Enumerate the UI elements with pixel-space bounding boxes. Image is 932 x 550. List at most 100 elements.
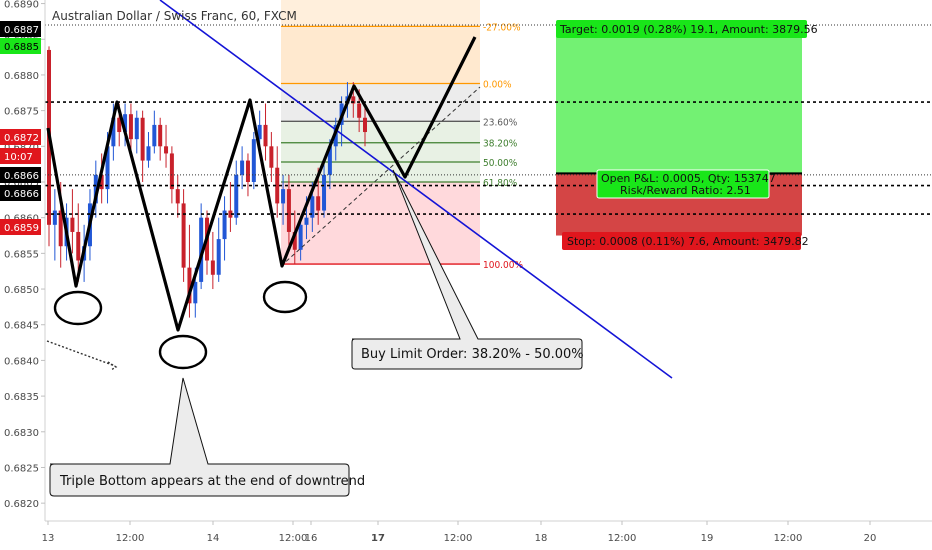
x-tick-label: 17 xyxy=(371,533,385,544)
candle-body xyxy=(117,117,122,133)
triple-bottom-pattern xyxy=(46,36,477,332)
candle-body xyxy=(105,146,110,190)
candle-body xyxy=(58,210,63,247)
candle-body xyxy=(310,196,315,218)
fib-level-label: 23.60% xyxy=(483,117,518,128)
y-tick-label: 0.6870 xyxy=(4,142,39,153)
candle-body xyxy=(228,210,233,218)
y-tick-label: 0.6850 xyxy=(4,285,39,296)
candle-body xyxy=(93,174,98,204)
rr-label-text: Risk/Reward Ratio: 2.51 xyxy=(620,184,751,197)
target-zone xyxy=(556,26,802,174)
candle-body xyxy=(70,217,75,232)
dotted-arrow xyxy=(46,340,118,371)
candle-body xyxy=(146,146,151,161)
candle-body xyxy=(181,203,186,268)
fib-level-label: 38.20% xyxy=(483,139,518,150)
price-tag-bg xyxy=(0,21,41,37)
fib-zone xyxy=(281,26,480,84)
buy-limit-callout-text: Buy Limit Order: 38.20% - 50.00% xyxy=(361,347,584,362)
price-tag-label: 0.6866 xyxy=(4,171,39,182)
price-tag-bg xyxy=(0,167,41,183)
triple-bottom-callout-text: Triple Bottom appears at the end of down… xyxy=(59,474,365,489)
fib-zone xyxy=(281,162,480,182)
y-tick-label: 0.6825 xyxy=(4,463,39,474)
fib-level-label: -27.00% xyxy=(483,22,521,33)
candle-body xyxy=(316,196,321,211)
y-tick-label: 0.6875 xyxy=(4,107,39,118)
fib-zone-top xyxy=(281,0,480,27)
y-tick-label: 0.6855 xyxy=(4,249,39,260)
x-tick-label: 13 xyxy=(42,533,55,544)
candle-body xyxy=(363,117,367,133)
price-tag-bg xyxy=(0,129,41,145)
fib-zone xyxy=(281,142,480,163)
candle-body xyxy=(140,117,145,161)
y-tick-label: 0.6865 xyxy=(4,178,39,189)
target-label-text: Target: 0.0019 (0.28%) 19.1, Amount: 387… xyxy=(559,23,818,36)
x-tick-label: 18 xyxy=(535,533,548,544)
triple-bottom-callout[interactable]: Triple Bottom appears at the end of down… xyxy=(49,377,365,497)
candle-body xyxy=(199,217,204,282)
candle-body xyxy=(322,174,327,211)
candle-body xyxy=(351,96,356,104)
chart-title: Australian Dollar / Swiss Franc, 60, FXC… xyxy=(52,9,297,23)
candle-body xyxy=(152,124,157,147)
pnl-label-text: Open P&L: 0.0005, Qty: 153747 xyxy=(601,172,776,185)
candle-body xyxy=(275,167,280,204)
y-tick-label: 0.6890 xyxy=(4,0,39,11)
candle-body xyxy=(234,174,239,218)
candle-body xyxy=(169,153,174,190)
y-tick-label: 0.6845 xyxy=(4,321,39,332)
candle-body xyxy=(99,174,104,190)
bottom-circle xyxy=(158,334,208,370)
fib-level-label: 61.80% xyxy=(483,178,518,189)
candle-body xyxy=(357,103,362,118)
bottom-circle xyxy=(262,280,308,314)
pnl-label: Open P&L: 0.0005, Qty: 153747 Risk/Rewar… xyxy=(596,169,776,199)
candle-body xyxy=(251,139,256,182)
candle-body xyxy=(175,189,180,204)
fib-level-label: 100.00% xyxy=(483,260,523,271)
stop-label: Stop: 0.0008 (0.11%) 7.6, Amount: 3479.8… xyxy=(562,232,809,250)
candle-body xyxy=(327,146,332,175)
candle-body xyxy=(158,124,163,147)
fib-level-label: 50.00% xyxy=(483,158,518,169)
candle-body xyxy=(164,146,169,154)
drawings-layer[interactable] xyxy=(45,0,932,379)
stop-label-text: Stop: 0.0008 (0.11%) 7.6, Amount: 3479.8… xyxy=(567,235,809,248)
candle-body xyxy=(123,114,128,133)
price-tag-label: 0.6885 xyxy=(4,42,39,53)
candle-body xyxy=(304,217,309,225)
candle-body xyxy=(193,281,198,304)
candle-body xyxy=(187,267,192,304)
x-tick-label: 12:00 xyxy=(279,533,308,544)
candle-body xyxy=(269,146,274,168)
price-tag-bg xyxy=(0,148,41,164)
candle-body xyxy=(222,210,227,240)
price-tag-bg xyxy=(0,185,41,201)
price-tag-label: 0.6866 xyxy=(4,189,39,200)
y-tick-label: 0.6830 xyxy=(4,428,39,439)
candle-body xyxy=(128,114,133,140)
x-tick-label: 19 xyxy=(701,533,714,544)
candle-body xyxy=(52,210,57,225)
price-tag-bg xyxy=(0,219,41,235)
buy-limit-callout[interactable]: Buy Limit Order: 38.20% - 50.00% xyxy=(351,169,584,370)
candle-body xyxy=(245,160,250,182)
price-tag-label: 0.6887 xyxy=(4,25,39,36)
candle-body xyxy=(134,117,139,140)
y-tick-label: 0.6880 xyxy=(4,71,39,82)
x-tick-label: 12:00 xyxy=(444,533,473,544)
price-tag-label: 0.6859 xyxy=(4,223,39,234)
candle-body xyxy=(240,160,245,175)
x-tick-label: 14 xyxy=(207,533,220,544)
price-tag-label: 0.6872 xyxy=(4,133,39,144)
y-tick-label: 0.6820 xyxy=(4,499,39,510)
price-tag-label: 10:07 xyxy=(4,152,33,163)
long-position-tool[interactable] xyxy=(556,26,802,236)
fib-anchor-line xyxy=(280,86,481,267)
x-tick-label: 12:00 xyxy=(116,533,145,544)
fib-zone xyxy=(281,181,480,265)
